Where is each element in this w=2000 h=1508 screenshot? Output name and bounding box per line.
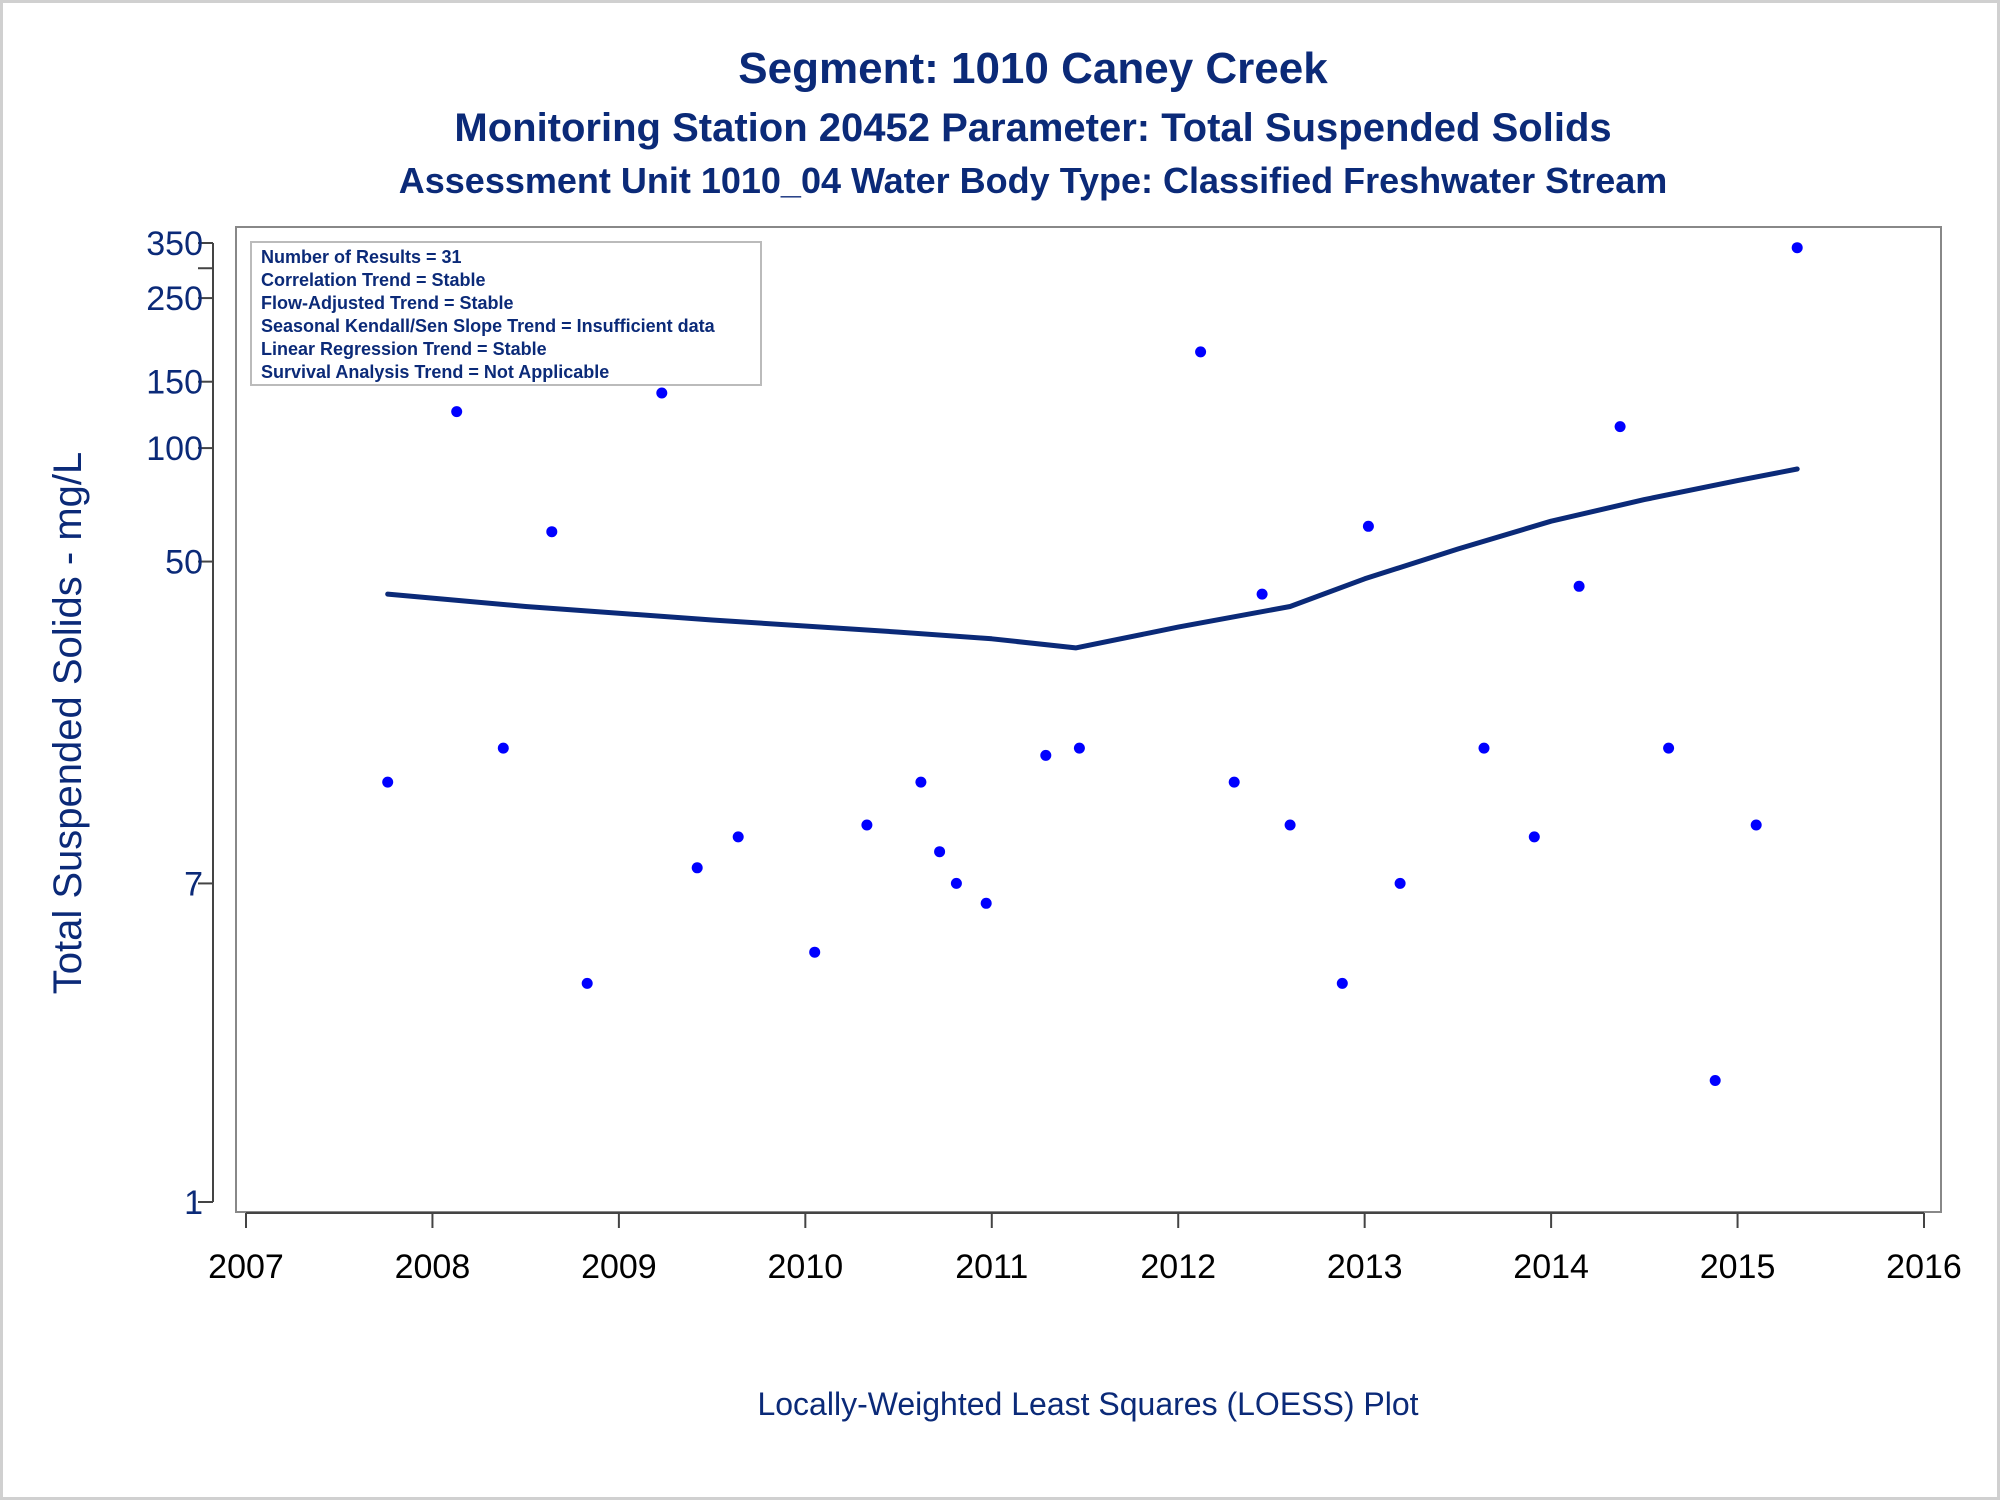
- data-point: [451, 406, 463, 418]
- data-point: [1573, 580, 1585, 592]
- x-tick-label: 2012: [1140, 1248, 1216, 1286]
- data-point: [1040, 749, 1052, 761]
- data-point: [382, 776, 394, 788]
- chart-svg: Segment: 1010 Caney Creek Monitoring Sta…: [46, 44, 1962, 1422]
- stats-line: Linear Regression Trend = Stable: [261, 339, 547, 359]
- data-point: [1336, 977, 1348, 989]
- data-point: [1478, 742, 1490, 754]
- x-tick-label: 2007: [208, 1248, 284, 1286]
- y-tick-label: 50: [165, 544, 203, 582]
- y-tick-label: 100: [146, 430, 203, 468]
- x-axis: 2007 2008 2009 2010 2011 2012 2013 2014 2015 2016: [208, 1212, 1962, 1286]
- data-point: [656, 387, 668, 399]
- data-point: [1528, 831, 1540, 843]
- points-layer: [382, 242, 1803, 1086]
- x-tick-label: 2008: [395, 1248, 471, 1286]
- y-axis: 1 7 50 100 150 250 350: [146, 225, 214, 1222]
- data-point: [732, 831, 744, 843]
- loess-line: [385, 466, 1800, 651]
- data-point: [915, 776, 927, 788]
- data-point: [1284, 819, 1296, 831]
- stats-line: Survival Analysis Trend = Not Applicable: [261, 362, 609, 382]
- data-point: [809, 946, 821, 958]
- chart-title: Segment: 1010 Caney Creek: [738, 44, 1328, 93]
- data-point: [497, 742, 509, 754]
- data-point: [691, 862, 703, 874]
- data-point: [1256, 588, 1268, 600]
- stats-box-lines: Number of Results = 31 Correlation Trend …: [261, 247, 716, 382]
- data-point: [1228, 776, 1240, 788]
- y-tick-label: 1: [184, 1184, 203, 1222]
- data-point: [1750, 819, 1762, 831]
- chart-subtitle: Monitoring Station 20452 Parameter: Tota…: [454, 106, 1611, 150]
- y-tick-label: 7: [184, 865, 203, 903]
- x-tick-label: 2010: [768, 1248, 844, 1286]
- data-point: [950, 877, 962, 889]
- data-point: [1195, 346, 1207, 358]
- stats-line: Number of Results = 31: [261, 247, 462, 267]
- data-point: [934, 846, 946, 858]
- footer-caption: Locally-Weighted Least Squares (LOESS) P…: [757, 1386, 1418, 1422]
- data-point: [1614, 421, 1626, 433]
- x-tick-label: 2009: [581, 1248, 657, 1286]
- x-tick-label: 2011: [955, 1248, 1028, 1286]
- y-tick-label: 150: [146, 364, 203, 402]
- data-point: [1073, 742, 1085, 754]
- data-point: [1791, 242, 1803, 254]
- data-point: [1394, 877, 1406, 889]
- x-tick-label: 2015: [1700, 1248, 1776, 1286]
- data-point: [1663, 742, 1675, 754]
- stats-line: Seasonal Kendall/Sen Slope Trend = Insuf…: [261, 316, 716, 336]
- x-tick-label: 2014: [1513, 1248, 1589, 1286]
- y-tick-label: 350: [146, 225, 203, 263]
- data-point: [980, 897, 992, 909]
- data-point: [1362, 520, 1374, 532]
- data-point: [581, 977, 593, 989]
- y-tick-label: 250: [146, 280, 203, 318]
- x-tick-label: 2016: [1886, 1248, 1962, 1286]
- stats-line: Flow-Adjusted Trend = Stable: [261, 293, 514, 313]
- stats-line: Correlation Trend = Stable: [261, 270, 486, 290]
- loess-layer: [385, 466, 1800, 651]
- x-tick-label: 2013: [1327, 1248, 1403, 1286]
- data-point: [861, 819, 873, 831]
- y-axis-label: Total Suspended Solids - mg/L: [46, 452, 90, 995]
- data-point: [1709, 1075, 1721, 1086]
- stats-box: [250, 241, 762, 386]
- chart-subtitle-2: Assessment Unit 1010_04 Water Body Type:…: [399, 160, 1668, 201]
- data-point: [546, 526, 558, 538]
